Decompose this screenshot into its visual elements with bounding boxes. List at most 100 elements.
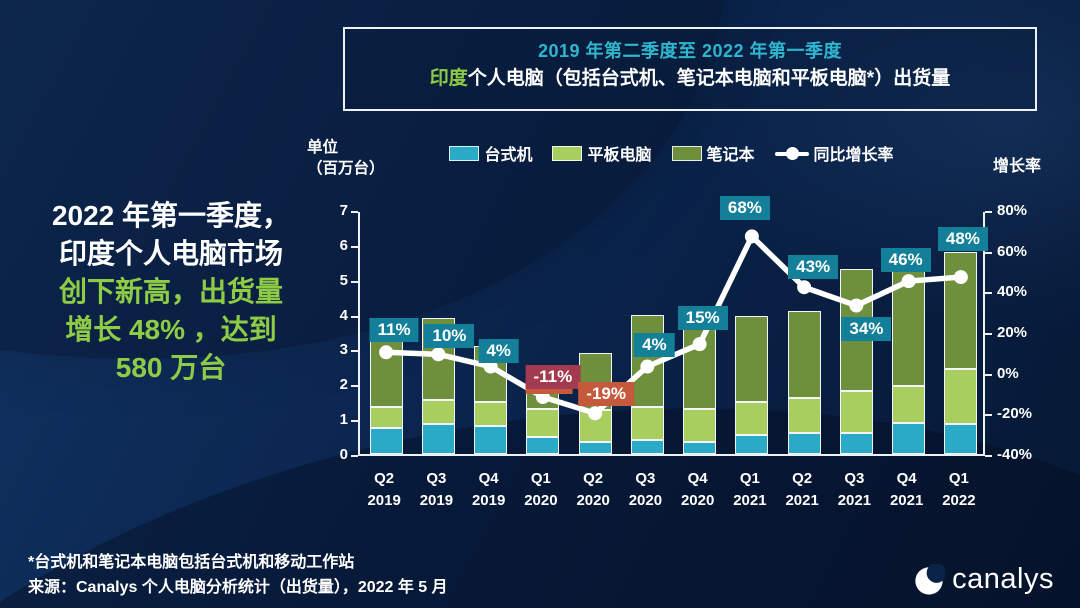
- legend-label: 平板电脑: [587, 147, 652, 164]
- right-axis-tick-label: 60%: [997, 242, 1028, 260]
- bar-segment-台式机: [787, 433, 821, 454]
- bar-segment-台式机: [683, 441, 717, 454]
- x-axis-label: Q1 2020: [524, 470, 558, 509]
- unit-label-line2: （百万台）: [307, 160, 385, 177]
- left-axis-tick: [351, 420, 358, 423]
- growth-line-marker: [535, 390, 550, 405]
- left-axis-tick-label: 5: [339, 271, 348, 289]
- plot-area: 7 6 5 4 3 2 1 0 80% 60% 40% 20% 0% -20% -40% 11% 10% 4% -1…: [340, 196, 1032, 463]
- bar-segment-平板电脑: [474, 401, 508, 427]
- x-axis-labels: Q2 2019 Q3 2019 Q4 2019 Q1 2020 Q2 2020 Q3 2020 Q4 20…: [358, 468, 985, 514]
- growth-line-marker: [744, 229, 759, 244]
- canalys-wordmark: canalys: [952, 563, 1054, 595]
- left-axis-tick-label: 1: [339, 411, 348, 429]
- bar-segment-平板电脑: [892, 386, 926, 423]
- right-axis-tick-label: -20%: [997, 405, 1033, 423]
- canalys-crescent-icon: [915, 563, 946, 595]
- growth-line-marker: [483, 359, 498, 374]
- x-axis-label: Q3 2019: [419, 470, 454, 509]
- left-axis-unit-label: 单位 （百万台）: [307, 137, 385, 179]
- growth-label: 4%: [478, 338, 519, 363]
- legend-item-notebook: 笔记本: [671, 141, 755, 165]
- left-axis-tick: [351, 245, 358, 248]
- bar-segment-平板电脑: [630, 406, 664, 441]
- chart-title-rest: 个人电脑（包括台式机、笔记本电脑和平板电脑*）出货量: [467, 68, 951, 89]
- growth-label: -11%: [525, 365, 581, 390]
- bar-segment-笔记本: [735, 316, 769, 402]
- growth-line-marker: [379, 345, 394, 360]
- left-axis-tick-label: 6: [339, 236, 348, 254]
- bar-segment-台式机: [578, 441, 612, 454]
- right-axis-tick-label: 0%: [997, 364, 1019, 382]
- source-note: 来源：Canalys 个人电脑分析统计（出货量），2022 年 5 月: [28, 579, 448, 596]
- growth-line-marker: [588, 406, 603, 421]
- right-axis-tick: [985, 373, 992, 376]
- bar-segment-台式机: [892, 422, 926, 454]
- headline-line: 增长 48% ，达到: [65, 314, 277, 345]
- growth-line-marker: [953, 270, 968, 285]
- left-axis-tick: [351, 350, 358, 353]
- headline-line: 创下新高，出货量: [58, 276, 283, 307]
- bar-segment-平板电脑: [526, 408, 560, 437]
- left-axis-tick-label: 0: [339, 446, 348, 463]
- right-axis-title: 增长率: [993, 158, 1042, 175]
- right-axis-tick-label: 40%: [997, 283, 1028, 301]
- x-axis-label: Q2 2021: [785, 470, 819, 509]
- right-axis-tick: [985, 292, 992, 295]
- bar-segment-台式机: [474, 426, 508, 454]
- chart-legend: 台式机 平板电脑 笔记本 同比增长率: [358, 141, 985, 165]
- left-axis-tick: [351, 385, 358, 388]
- headline-summary: 2022 年第一季度， 印度个人电脑市场 创下新高，出货量 增长 48% ，达到 580…: [8, 197, 334, 387]
- right-axis-tick: [985, 251, 992, 254]
- x-axis-label: Q4 2019: [471, 470, 506, 509]
- bar-segment-台式机: [526, 436, 560, 454]
- left-axis-tick: [351, 280, 358, 283]
- footer: *台式机和笔记本电脑包括台式机和移动工作站 来源：Canalys 个人电脑分析统…: [28, 550, 448, 600]
- bar-segment-台式机: [630, 440, 664, 454]
- bar-segment-平板电脑: [369, 406, 403, 428]
- notebook-swatch-icon: [671, 145, 702, 161]
- bar-segment-平板电脑: [839, 391, 873, 434]
- bar-segment-平板电脑: [683, 408, 717, 442]
- bar-segment-笔记本: [787, 311, 821, 399]
- left-axis-tick-label: 2: [339, 376, 348, 394]
- growth-label: 43%: [788, 255, 839, 280]
- growth-label: 46%: [880, 248, 931, 273]
- growth-line-marker: [901, 274, 916, 289]
- legend-item-desktop: 台式机: [449, 141, 532, 165]
- right-axis-tick: [985, 333, 992, 335]
- right-axis-tick: [985, 455, 992, 457]
- chart-title-period: 2019 年第二季度至 2022 年第一季度: [537, 41, 843, 61]
- legend-label: 同比增长率: [813, 147, 894, 164]
- headline-line: 印度个人电脑市场: [58, 238, 283, 269]
- left-axis-tick: [351, 315, 358, 318]
- right-axis-tick: [985, 211, 992, 213]
- growth-label: 48%: [937, 227, 988, 252]
- growth-label: 15%: [677, 306, 728, 331]
- growth-line-marker: [849, 298, 864, 313]
- chart-title-highlight: 印度: [429, 68, 468, 89]
- unit-label-line1: 单位: [307, 139, 339, 156]
- growth-label: 10%: [424, 324, 475, 349]
- bar-segment-台式机: [421, 424, 455, 454]
- right-axis-tick-label: 80%: [997, 202, 1028, 219]
- left-axis-tick-label: 4: [339, 306, 348, 324]
- growth-line-marker: [431, 347, 446, 362]
- canalys-logo: canalys: [913, 563, 1054, 596]
- bar-segment-平板电脑: [421, 399, 455, 425]
- growth-label: -19%: [578, 382, 634, 407]
- growth-line-marker: [640, 359, 655, 374]
- bar-segment-台式机: [944, 424, 978, 454]
- legend-label: 笔记本: [706, 147, 755, 164]
- left-axis-tick-label: 3: [339, 341, 348, 359]
- chart-title-main: 印度个人电脑（包括台式机、笔记本电脑和平板电脑*）出货量: [345, 64, 1035, 93]
- bar-segment-台式机: [369, 427, 403, 454]
- headline-line: 580 万台: [115, 352, 227, 383]
- x-axis-label: Q2 2020: [576, 470, 610, 509]
- growth-label: 34%: [841, 316, 892, 341]
- bar-segment-平板电脑: [787, 398, 821, 434]
- x-axis-label: Q4 2021: [889, 470, 924, 509]
- left-axis-tick: [351, 455, 358, 457]
- growth-line-marker: [692, 337, 707, 352]
